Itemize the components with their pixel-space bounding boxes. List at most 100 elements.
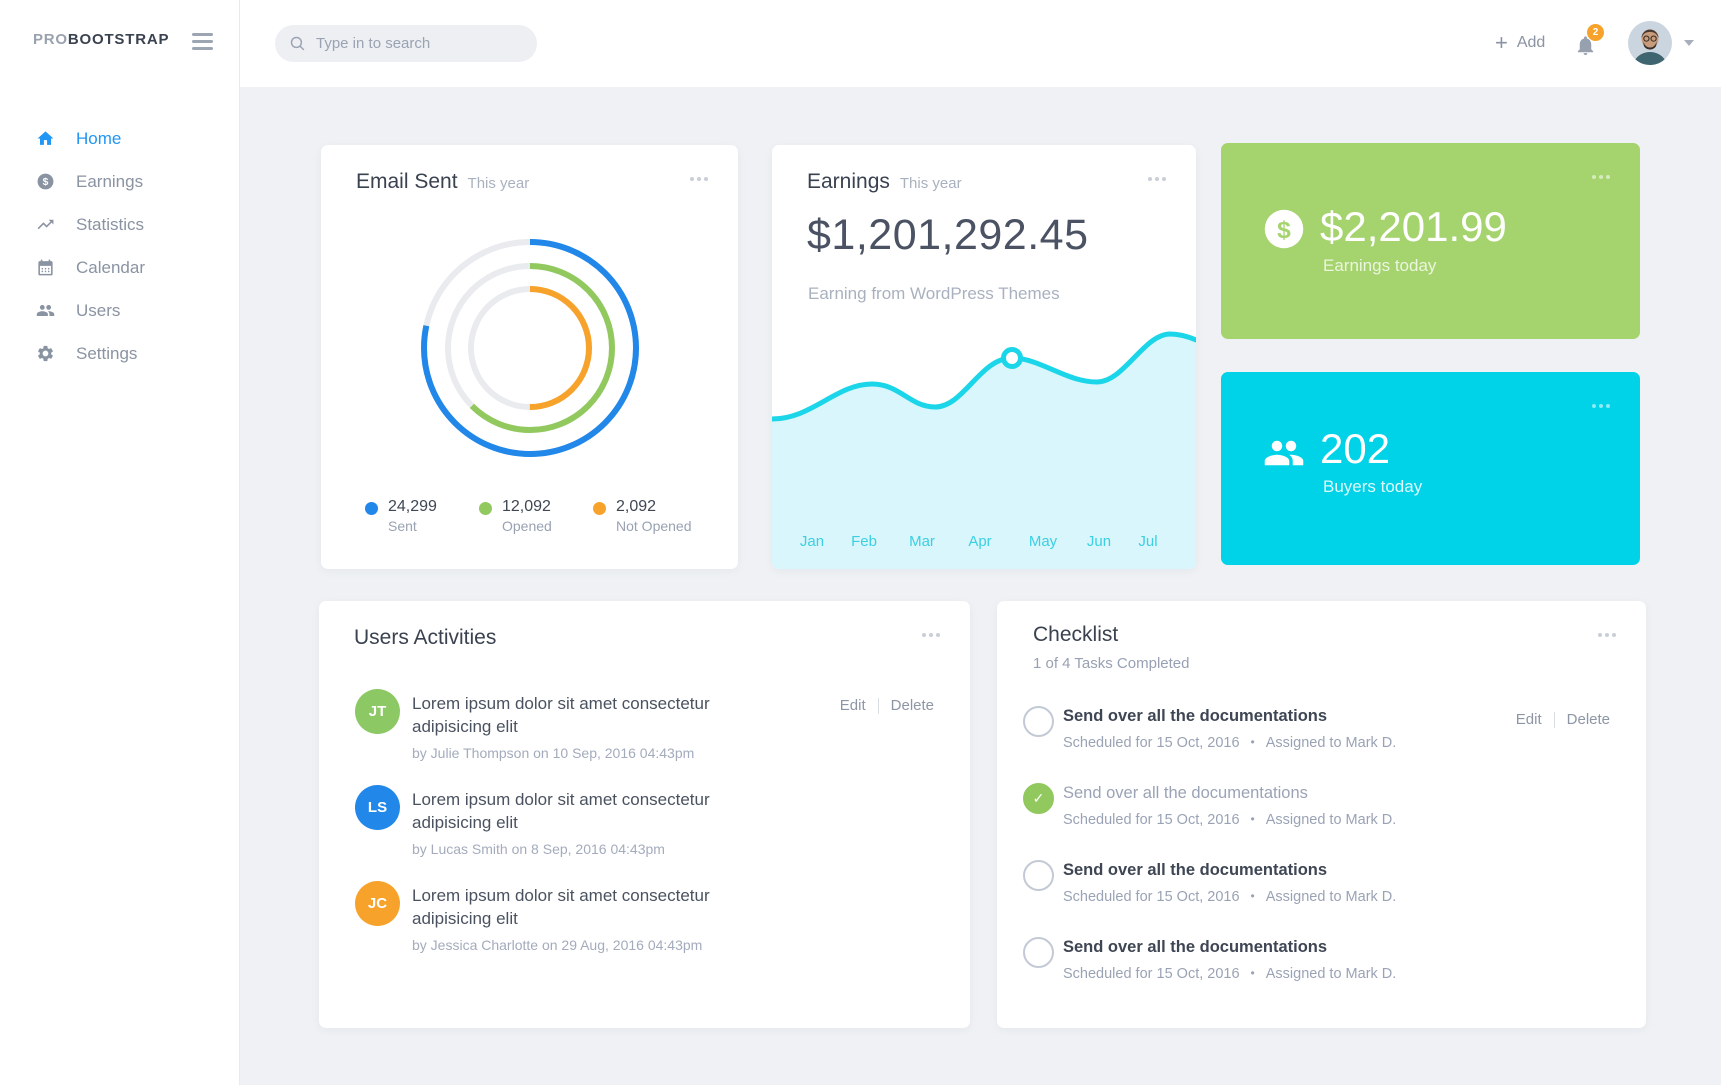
task-scheduled: Scheduled for 15 Oct, 2016 <box>1063 812 1240 828</box>
x-tick-may: May <box>1028 533 1058 550</box>
avatar[interactable] <box>1628 21 1672 65</box>
search-icon <box>290 36 305 51</box>
sidebar-item-users[interactable]: Users <box>0 289 239 332</box>
task-meta: Scheduled for 15 Oct, 2016 • Assigned to… <box>1063 812 1610 828</box>
activity-text: Lorem ipsum dolor sit amet consectetur a… <box>412 694 710 736</box>
activities-header: Users Activities <box>354 626 496 650</box>
search-input[interactable] <box>316 35 516 52</box>
earnings-amount: $1,201,292.45 <box>807 211 1089 259</box>
earnings-area-chart <box>772 331 1196 569</box>
search-bar[interactable] <box>275 25 537 62</box>
x-tick-jan: Jan <box>799 533 825 550</box>
sidebar-item-calendar[interactable]: Calendar <box>0 246 239 289</box>
task-actions: Edit Delete <box>1516 711 1610 728</box>
plus-icon: + <box>1495 30 1508 55</box>
notifications-button[interactable]: 2 <box>1572 24 1606 64</box>
card-title: Email Sent <box>356 170 458 193</box>
edit-link[interactable]: Edit <box>839 697 866 714</box>
activity-row: LS Lorem ipsum dolor sit amet consectetu… <box>355 785 934 857</box>
users-icon <box>1263 432 1305 474</box>
calendar-icon <box>38 259 53 276</box>
checkbox-unchecked[interactable] <box>1023 706 1054 737</box>
app-logo: PROBOOTSTRAP <box>33 31 169 48</box>
delete-link[interactable]: Delete <box>1566 711 1610 728</box>
activity-meta: by Jessica Charlotte on 29 Aug, 2016 04:… <box>412 937 703 953</box>
legend-label: Not Opened <box>616 518 692 534</box>
link-divider <box>1553 711 1555 728</box>
card-title: Checklist <box>1033 623 1119 646</box>
more-options-icon[interactable] <box>687 177 708 181</box>
chevron-down-icon[interactable] <box>1684 40 1694 46</box>
checklist-row: Send over all the documentations Schedul… <box>1023 937 1610 982</box>
x-tick-apr: Apr <box>968 533 992 550</box>
task-scheduled: Scheduled for 15 Oct, 2016 <box>1063 889 1240 905</box>
more-options-icon[interactable] <box>1589 175 1610 179</box>
activity-text: Lorem ipsum dolor sit amet consectetur a… <box>412 886 710 928</box>
svg-text:$: $ <box>1277 217 1291 244</box>
add-button[interactable]: + Add <box>1495 28 1545 58</box>
task-assigned: Assigned to Mark D. <box>1265 812 1397 828</box>
x-tick-jun: Jun <box>1086 533 1112 550</box>
link-divider <box>877 697 879 714</box>
task-assigned: Assigned to Mark D. <box>1265 966 1397 982</box>
gear-icon <box>38 345 53 362</box>
email-sent-card: Email Sent This year 24,299 Sent 12,092 O… <box>321 145 738 569</box>
legend-opened: 12,092 Opened <box>479 497 552 536</box>
avatar-initials: JT <box>355 689 400 734</box>
avatar-initials: JC <box>355 881 400 926</box>
legend-value: 2,092 <box>616 498 657 515</box>
task-scheduled: Scheduled for 15 Oct, 2016 <box>1063 966 1240 982</box>
sidebar-item-earnings[interactable]: $ Earnings <box>0 160 239 203</box>
earnings-header: Earnings This year <box>807 170 962 194</box>
sidebar-item-label: Settings <box>76 343 138 363</box>
logo-bold: BOOTSTRAP <box>67 31 170 48</box>
x-tick-mar: Mar <box>909 533 935 550</box>
sidebar-item-label: Users <box>76 300 121 320</box>
activity-row: JT Lorem ipsum dolor sit amet consectetu… <box>355 689 934 761</box>
more-options-icon[interactable] <box>1595 633 1616 637</box>
checkbox-unchecked[interactable] <box>1023 937 1054 968</box>
activity-actions: Edit Delete <box>840 697 934 714</box>
legend-label: Sent <box>388 518 417 534</box>
users-icon <box>36 304 55 317</box>
checkbox-checked[interactable]: ✓ <box>1023 783 1054 814</box>
task-title: Send over all the documentations <box>1063 938 1328 956</box>
menu-toggle-icon[interactable] <box>192 33 213 54</box>
sidebar-item-label: Statistics <box>76 214 145 234</box>
earnings-today-card: $ $2,201.99 Earnings today <box>1221 143 1640 339</box>
activity-meta: by Lucas Smith on 8 Sep, 2016 04:43pm <box>412 841 665 857</box>
delete-link[interactable]: Delete <box>890 697 934 714</box>
earnings-today-label: Earnings today <box>1323 256 1437 275</box>
bullet-separator: • <box>1250 735 1255 749</box>
users-activities-card: Users Activities JT Lorem ipsum dolor si… <box>319 601 970 1028</box>
earnings-description: Earning from WordPress Themes <box>808 284 1060 303</box>
legend-value: 12,092 <box>502 498 551 515</box>
task-meta: Scheduled for 15 Oct, 2016 • Assigned to… <box>1063 889 1610 905</box>
buyers-today-card: 202 Buyers today <box>1221 372 1640 565</box>
more-options-icon[interactable] <box>1145 177 1166 181</box>
chart-highlight-point <box>1001 347 1023 369</box>
email-sent-donut-chart <box>420 239 639 457</box>
sidebar: PROBOOTSTRAP Home $ Earnings Statistics … <box>0 0 240 1085</box>
bell-icon <box>1577 36 1594 56</box>
add-button-label: Add <box>1516 34 1546 51</box>
task-title: Send over all the documentations <box>1063 784 1308 802</box>
donut-ring-not-opened <box>467 286 592 410</box>
sidebar-item-statistics[interactable]: Statistics <box>0 203 239 246</box>
edit-link[interactable]: Edit <box>1515 711 1542 728</box>
sidebar-item-home[interactable]: Home <box>0 117 239 160</box>
checkbox-unchecked[interactable] <box>1023 860 1054 891</box>
legend-label: Opened <box>502 518 552 534</box>
activity-text: Lorem ipsum dolor sit amet consectetur a… <box>412 790 710 832</box>
more-options-icon[interactable] <box>1589 404 1610 408</box>
home-icon <box>37 131 54 145</box>
sidebar-item-label: Home <box>76 128 122 148</box>
task-meta: Scheduled for 15 Oct, 2016 • Assigned to… <box>1063 966 1610 982</box>
legend-dot-not-opened <box>593 502 606 515</box>
checklist-row: Send over all the documentations Schedul… <box>1023 860 1610 905</box>
sidebar-item-label: Earnings <box>76 171 144 191</box>
activity-row: JC Lorem ipsum dolor sit amet consectetu… <box>355 881 934 953</box>
legend-dot-sent <box>365 502 378 515</box>
more-options-icon[interactable] <box>919 633 940 637</box>
sidebar-item-settings[interactable]: Settings <box>0 332 239 375</box>
